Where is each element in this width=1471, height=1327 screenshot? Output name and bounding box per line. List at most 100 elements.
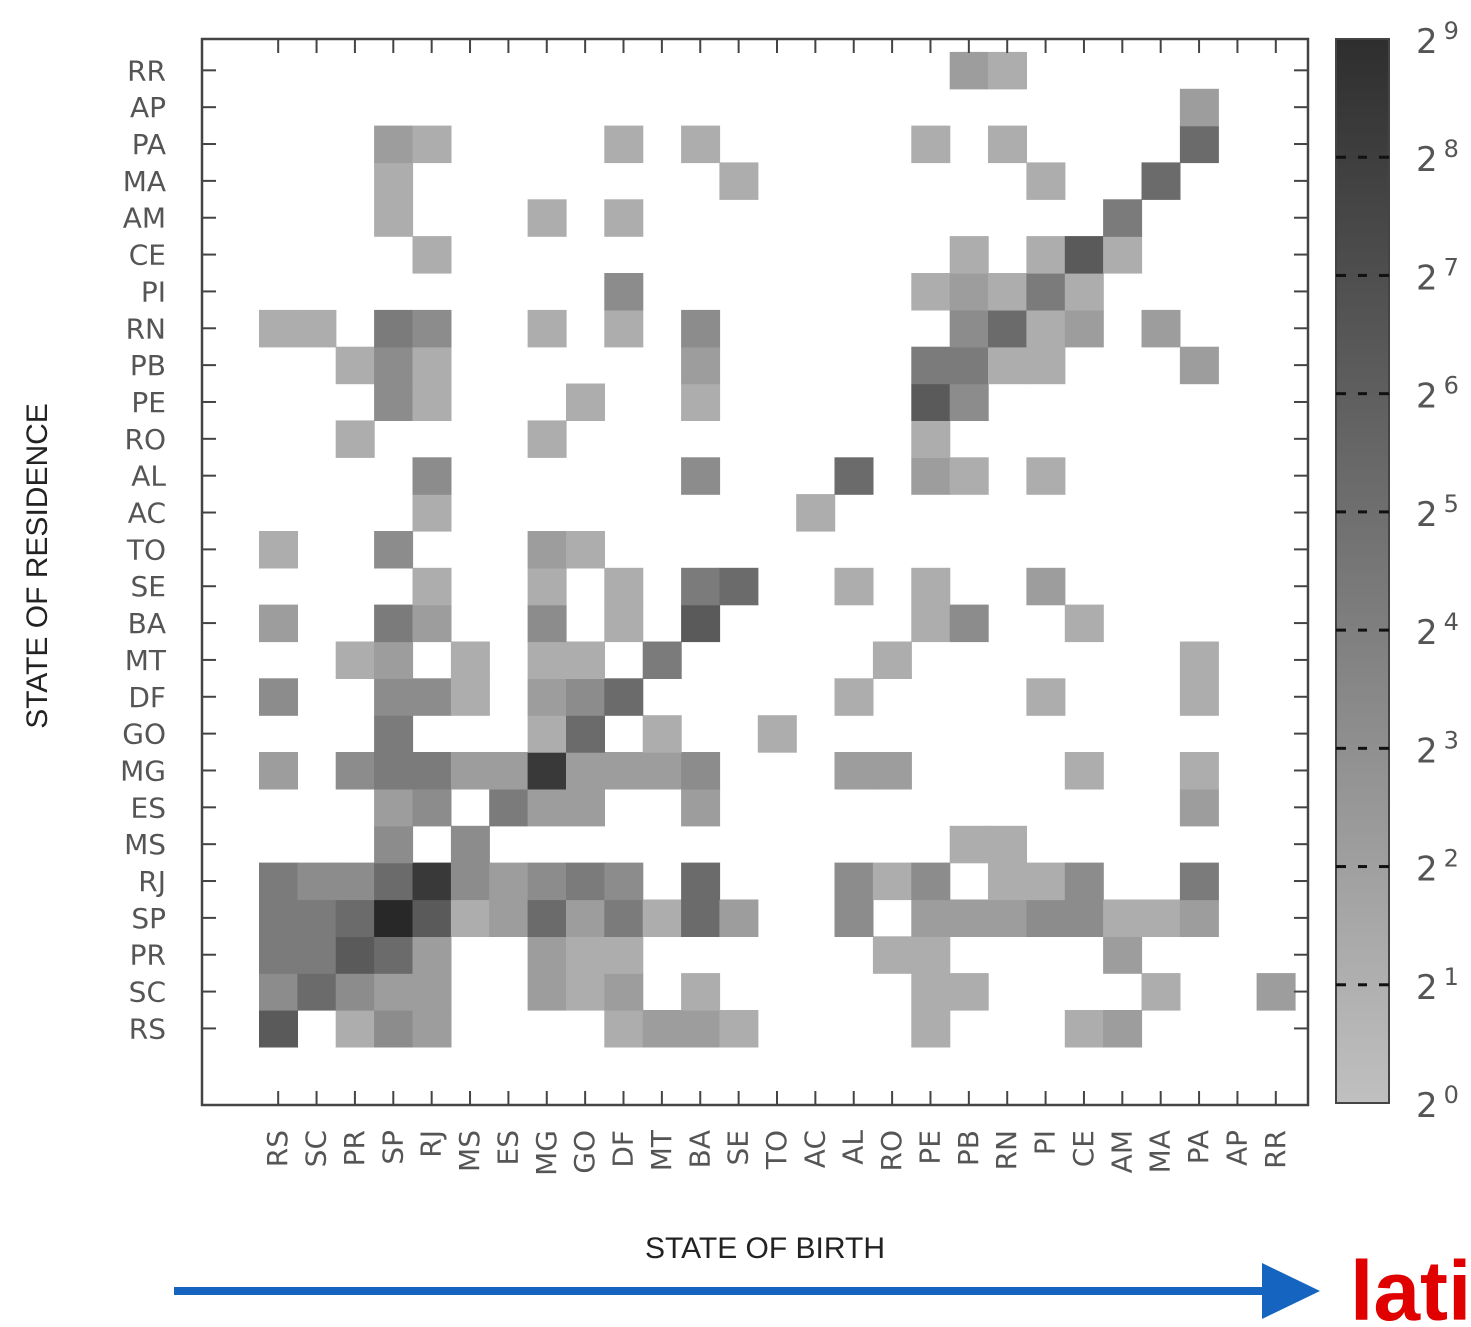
heatmap-cell — [949, 273, 989, 311]
heatmap-cell — [374, 309, 414, 348]
y-tick-label: PB — [130, 349, 166, 382]
x-tick-label: RO — [875, 1130, 908, 1172]
heatmap-cell — [412, 236, 452, 274]
heatmap-cell — [604, 678, 644, 716]
heatmap-cell — [604, 752, 644, 790]
heatmap-cell — [681, 604, 721, 643]
heatmap-cell — [604, 199, 644, 237]
x-tick-label: DF — [607, 1130, 640, 1168]
heatmap-cell — [1141, 309, 1181, 348]
heatmap-cells — [259, 51, 1296, 1048]
heatmap-cell — [527, 567, 567, 606]
x-tick-label: AM — [1105, 1130, 1138, 1173]
heatmap-cell — [259, 531, 298, 569]
heatmap-cell — [450, 678, 490, 716]
annotation-arrow — [174, 1263, 1320, 1319]
heatmap-cell — [259, 973, 298, 1011]
heatmap-cell — [527, 936, 567, 974]
heatmap-cell — [681, 383, 721, 421]
y-tick-label: DF — [128, 681, 166, 714]
heatmap-cell — [1026, 899, 1066, 937]
x-tick-label: PE — [914, 1130, 947, 1165]
heatmap-cell — [259, 936, 298, 974]
heatmap-cell — [412, 383, 452, 421]
y-tick-label: RJ — [138, 865, 166, 898]
x-tick-label: SE — [722, 1130, 755, 1165]
y-tick-label: RS — [129, 1012, 166, 1045]
heatmap-cell — [949, 973, 989, 1011]
y-tick-label: RR — [127, 54, 166, 87]
heatmap-cell — [1064, 604, 1104, 643]
heatmap-cell — [949, 309, 989, 348]
heatmap-cell — [297, 309, 337, 348]
heatmap-cell — [566, 752, 605, 790]
heatmap-cell — [450, 825, 490, 864]
heatmap-cell — [757, 715, 797, 753]
heatmap-cell — [335, 346, 375, 385]
y-tick-label: SP — [131, 902, 166, 935]
heatmap-cell — [259, 309, 298, 348]
y-tick-label: ES — [131, 791, 166, 824]
heatmap-cell — [374, 604, 414, 643]
heatmap-cell — [374, 641, 414, 679]
heatmap-cell — [1179, 862, 1219, 901]
heatmap-cell — [412, 936, 452, 974]
heatmap-cell — [374, 936, 414, 974]
x-tick-labels: RS SC PR SP RJ MS ES MG GO DF MT BA SE TO AC AL RO PE PB RN… — [261, 1129, 1292, 1176]
heatmap-cell — [527, 899, 567, 937]
heatmap-cell — [297, 899, 337, 937]
heatmap-cell — [412, 125, 452, 164]
heatmap-cell — [566, 531, 605, 569]
heatmap-cell — [1064, 273, 1104, 311]
heatmap-cell — [681, 788, 721, 827]
heatmap-cell — [872, 862, 912, 901]
heatmap-cell — [949, 51, 989, 90]
heatmap-cell — [911, 125, 951, 164]
heatmap-cell — [988, 899, 1027, 937]
heatmap-cell — [412, 862, 452, 901]
y-tick-label: TO — [126, 533, 166, 566]
heatmap-cell — [489, 862, 529, 901]
heatmap-cell — [1141, 899, 1181, 937]
x-tick-label: ES — [491, 1130, 524, 1165]
heatmap-cell — [604, 604, 644, 643]
heatmap-cell — [604, 973, 644, 1011]
heatmap-cell — [374, 862, 414, 901]
heatmap-cell — [297, 862, 337, 901]
heatmap-cell — [412, 457, 452, 495]
heatmap-cell — [1026, 236, 1066, 274]
heatmap-cell — [681, 973, 721, 1011]
y-tick-label: AL — [131, 460, 166, 493]
heatmap-cell — [527, 862, 567, 901]
heatmap-cell — [872, 641, 912, 679]
heatmap-cell — [911, 1010, 951, 1048]
heatmap-cell — [374, 162, 414, 200]
heatmap-cell — [911, 899, 951, 937]
heatmap-cell — [988, 309, 1027, 348]
heatmap-cell — [450, 641, 490, 679]
heatmap-cell — [911, 973, 951, 1011]
heatmap-cell — [374, 752, 414, 790]
y-axis-title: STATE OF RESIDENCE — [21, 403, 54, 729]
heatmap-cell — [566, 899, 605, 937]
heatmap-cell — [872, 936, 912, 974]
heatmap-cell — [335, 641, 375, 679]
heatmap-cell — [566, 383, 605, 421]
heatmap-cell — [374, 678, 414, 716]
x-axis-title: STATE OF BIRTH — [645, 1232, 885, 1265]
heatmap-cell — [949, 899, 989, 937]
heatmap-cell — [681, 346, 721, 385]
heatmap-cell — [949, 825, 989, 864]
heatmap-cell — [450, 862, 490, 901]
x-tick-label: MT — [645, 1129, 678, 1171]
colorbar: 2 0 2 1 2 2 2 3 2 4 2 5 2 6 2 7 2 8 2 9 — [1335, 17, 1459, 1126]
y-tick-label: RO — [125, 423, 167, 456]
heatmap-cell — [604, 125, 644, 164]
heatmap-cell — [412, 346, 452, 385]
axis-ticks — [202, 39, 1308, 1105]
